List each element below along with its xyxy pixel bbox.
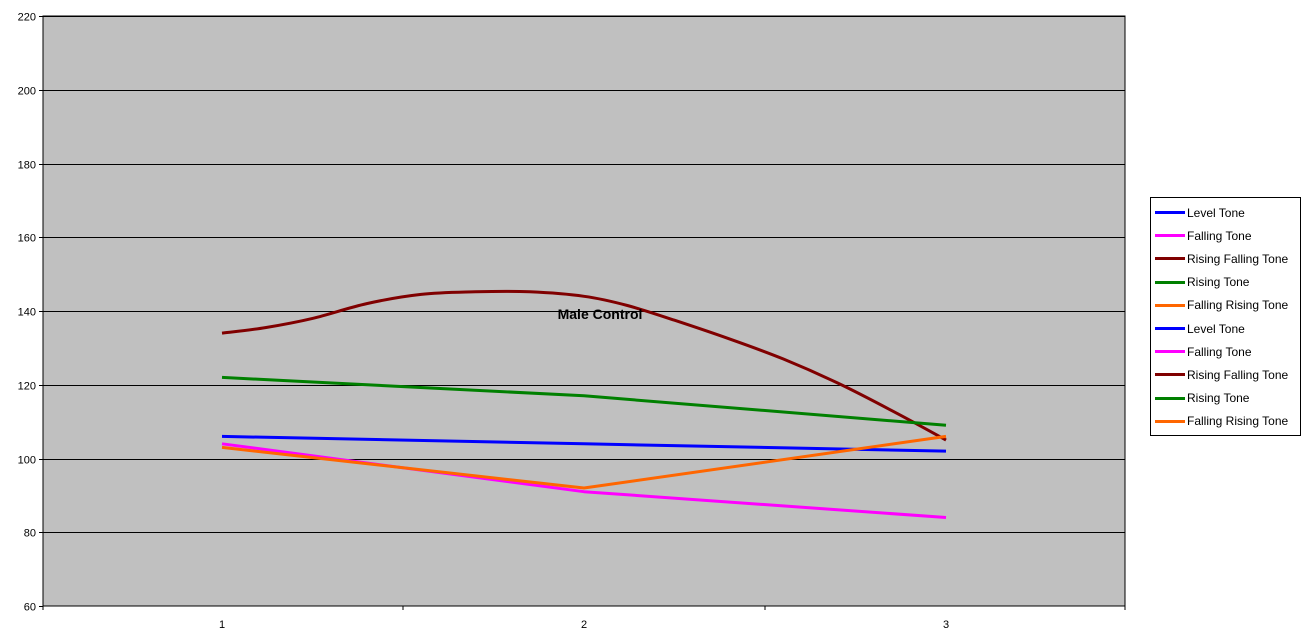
- legend-label: Level Tone: [1187, 205, 1245, 220]
- legend-item: Falling Tone: [1151, 224, 1300, 247]
- chart-legend: Level Tone Falling Tone Rising Falling Ton…: [1150, 197, 1301, 436]
- legend-swatch: [1155, 211, 1185, 215]
- axes: 60 80 100 120 140 160 180 200 220 1 2 3: [18, 12, 1126, 631]
- legend-item: Rising Tone: [1151, 387, 1300, 410]
- legend-item: Falling Tone: [1151, 340, 1300, 363]
- series-lines: [221, 289, 947, 519]
- gridlines: [43, 16, 1125, 533]
- legend-item: Falling Rising Tone: [1151, 410, 1300, 433]
- y-tick-label: 200: [18, 86, 36, 98]
- legend-item: Falling Rising Tone: [1151, 294, 1300, 317]
- chart-annotation: Male Control: [558, 306, 643, 322]
- legend-swatch: [1155, 327, 1185, 331]
- legend-item: Rising Falling Tone: [1151, 247, 1300, 270]
- x-tick-label: 3: [943, 619, 949, 631]
- legend-label: Rising Tone: [1187, 275, 1250, 290]
- legend-swatch: [1155, 419, 1185, 423]
- y-tick-label: 80: [24, 528, 36, 540]
- legend-label: Falling Tone: [1187, 228, 1252, 243]
- y-tick-label: 60: [24, 602, 36, 614]
- legend-swatch: [1155, 396, 1185, 400]
- series-line-level-tone: [221, 434, 947, 453]
- legend-label: Falling Rising Tone: [1187, 298, 1289, 313]
- y-tick-label: 180: [18, 160, 36, 172]
- legend-item: Rising Tone: [1151, 271, 1300, 294]
- y-tick-label: 100: [18, 455, 36, 467]
- legend-swatch: [1155, 303, 1185, 307]
- legend-item: Level Tone: [1151, 201, 1300, 224]
- series-line-rising-falling-tone: [221, 289, 947, 442]
- y-tick-label: 160: [18, 233, 36, 245]
- legend-swatch: [1155, 257, 1185, 261]
- legend-item: Rising Falling Tone: [1151, 363, 1300, 386]
- legend-swatch: [1155, 234, 1185, 238]
- legend-item: Level Tone: [1151, 317, 1300, 340]
- x-tick-label: 2: [581, 619, 587, 631]
- y-tick-label: 120: [18, 381, 36, 393]
- legend-swatch: [1155, 280, 1185, 284]
- legend-label: Falling Rising Tone: [1187, 414, 1289, 429]
- legend-label: Rising Falling Tone: [1187, 367, 1289, 382]
- series-line-rising-tone: [221, 375, 947, 427]
- y-tick-label: 220: [18, 12, 36, 24]
- legend-label: Falling Tone: [1187, 344, 1252, 359]
- legend-label: Rising Tone: [1187, 391, 1250, 406]
- legend-swatch: [1155, 373, 1185, 377]
- legend-swatch: [1155, 350, 1185, 354]
- y-tick-label: 140: [18, 307, 36, 319]
- legend-label: Rising Falling Tone: [1187, 251, 1289, 266]
- legend-label: Level Tone: [1187, 321, 1245, 336]
- x-tick-label: 1: [219, 619, 225, 631]
- series-line-falling-rising-tone: [221, 434, 947, 490]
